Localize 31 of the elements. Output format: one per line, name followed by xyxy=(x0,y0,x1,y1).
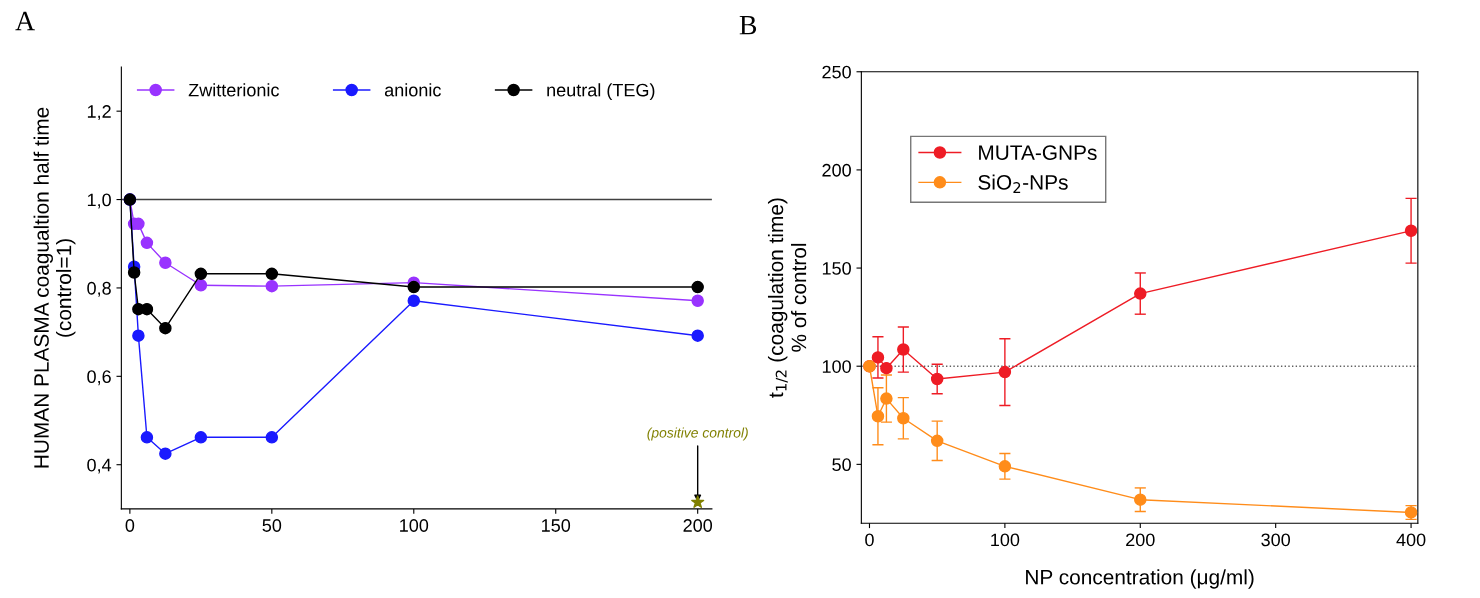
y-tick-label: 200 xyxy=(822,163,851,177)
x-tick-label: 0 xyxy=(865,533,874,547)
x-tick-label: 50 xyxy=(262,519,282,532)
annotation: (positive control) xyxy=(647,427,748,441)
y-tick-label: 100 xyxy=(822,360,851,373)
x-tick-label: 200 xyxy=(1126,533,1155,547)
chart-title: B xyxy=(739,16,757,35)
x-axis-title: NP concentration (μg/ml) xyxy=(1026,569,1254,589)
x-tick-label: 200 xyxy=(683,519,713,532)
x-tick-label: 150 xyxy=(542,519,571,532)
y-tick-label: 0,8 xyxy=(87,281,111,297)
legend-label: neutral (TEG) xyxy=(547,83,655,101)
legend-label: anionic xyxy=(384,83,441,97)
x-tick-label: 100 xyxy=(991,533,1020,547)
y-tick-label: 250 xyxy=(822,65,851,79)
x-tick-label: 400 xyxy=(1396,533,1426,547)
x-tick-label: 0 xyxy=(125,519,135,532)
y-axis-title: HUMAN PLASMA coagualtion half time (control=1) xyxy=(33,107,76,468)
y-tick-label: 150 xyxy=(822,261,851,275)
legend-label: MUTA-GNPs xyxy=(979,145,1097,160)
chart-title: A xyxy=(15,11,35,31)
legend-label: SiO$_{2}$-NPs xyxy=(978,174,1068,193)
y-tick-label: 1,0 xyxy=(87,193,111,209)
legend-label: Zwitterionic xyxy=(188,83,279,97)
y-tick-label: 50 xyxy=(832,458,851,472)
x-tick-label: 300 xyxy=(1261,533,1291,547)
x-tick-label: 100 xyxy=(400,519,429,532)
y-tick-label: 0,6 xyxy=(87,370,111,386)
y-axis-title: t$_{1/2}$ (coagulation time) % of control xyxy=(767,198,807,398)
y-tick-label: 1,2 xyxy=(87,105,111,121)
y-tick-label: 0,4 xyxy=(87,458,112,474)
